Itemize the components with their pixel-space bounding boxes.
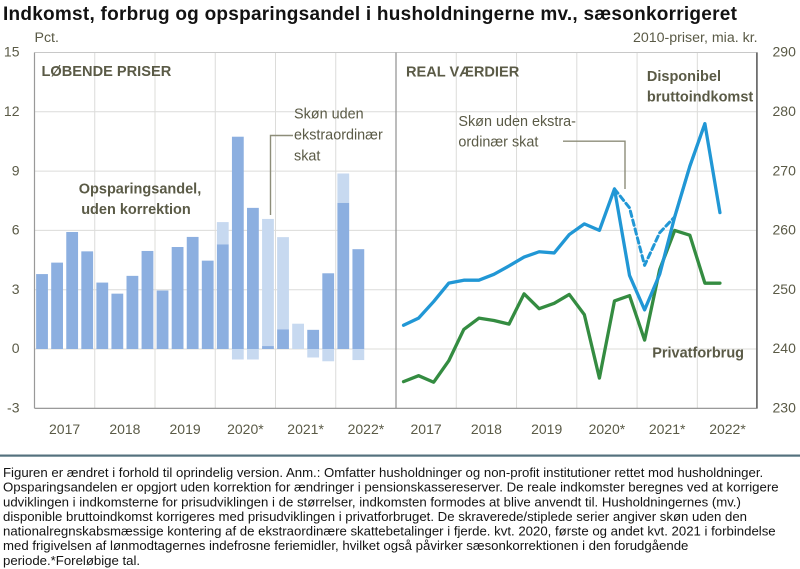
svg-text:280: 280 [773,103,797,119]
svg-text:260: 260 [773,222,797,238]
svg-text:2018: 2018 [109,421,140,437]
svg-text:15: 15 [4,44,20,60]
svg-text:2018: 2018 [471,421,502,437]
svg-text:2010-priser, mia. kr.: 2010-priser, mia. kr. [633,30,758,46]
svg-text:2017: 2017 [49,421,80,437]
svg-text:-3: -3 [7,400,20,416]
svg-text:Pct.: Pct. [35,30,59,46]
svg-text:9: 9 [12,162,20,178]
svg-text:2019: 2019 [531,421,562,437]
svg-text:Disponibel: Disponibel [647,69,721,85]
svg-text:2020*: 2020* [589,421,626,437]
svg-text:0: 0 [12,340,20,356]
svg-text:2017: 2017 [411,421,442,437]
svg-text:Skøn uden ekstra-: Skøn uden ekstra- [458,114,576,130]
svg-text:2022*: 2022* [348,421,385,437]
svg-text:270: 270 [773,162,797,178]
svg-text:uden korrektion: uden korrektion [81,202,191,218]
svg-text:6: 6 [12,222,20,238]
svg-text:periode.*Foreløbige tal.: periode.*Foreløbige tal. [3,553,140,568]
svg-text:med frigivelsen af lønmodtager: med frigivelsen af lønmodtagernes indefr… [3,538,688,553]
svg-text:Skøn uden: Skøn uden [294,107,364,123]
svg-text:REAL VÆRDIER: REAL VÆRDIER [406,65,520,81]
svg-text:2020*: 2020* [227,421,264,437]
svg-text:udviklingen i indkomsterne for: udviklingen i indkomsterne for prisudvik… [3,494,741,509]
svg-text:290: 290 [773,44,797,60]
svg-text:LØBENDE PRISER: LØBENDE PRISER [42,64,172,80]
svg-text:ekstraordinær: ekstraordinær [294,128,383,144]
svg-text:12: 12 [4,103,20,119]
svg-text:Opsparingsandel,: Opsparingsandel, [79,182,201,198]
svg-text:Figuren er ændret i forhold ti: Figuren er ændret i forhold til oprindel… [3,465,763,480]
svg-text:Opsparingsandelen er opgjort u: Opsparingsandelen er opgjort uden korrek… [3,480,779,495]
svg-text:250: 250 [773,281,797,297]
svg-text:2021*: 2021* [649,421,686,437]
svg-text:disponible bruttoindkomst korr: disponible bruttoindkomst korrigeres med… [3,509,747,524]
svg-text:nationalregnskabsmæssige konte: nationalregnskabsmæssige kontering af de… [3,524,776,539]
svg-text:230: 230 [773,400,797,416]
svg-text:skat: skat [294,148,320,164]
svg-text:Privatforbrug: Privatforbrug [652,346,744,362]
svg-text:ordinær skat: ordinær skat [458,135,538,151]
svg-text:bruttoindkomst: bruttoindkomst [647,90,753,106]
svg-text:Indkomst, forbrug og opsparing: Indkomst, forbrug og opsparingsandel i h… [3,4,738,25]
svg-text:2022*: 2022* [709,421,746,437]
svg-text:240: 240 [773,340,797,356]
svg-text:3: 3 [12,281,20,297]
svg-text:2021*: 2021* [287,421,324,437]
svg-text:2019: 2019 [170,421,201,437]
